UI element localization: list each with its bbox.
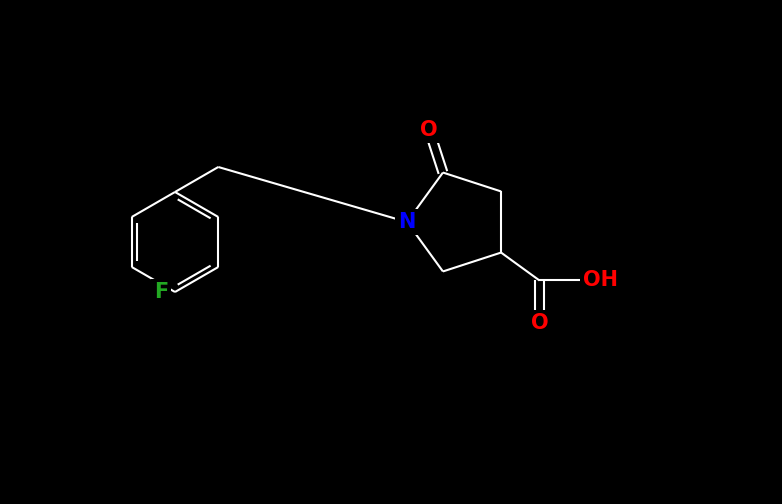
Text: F: F [154, 282, 168, 302]
Text: O: O [531, 313, 548, 333]
Text: N: N [398, 212, 416, 232]
Text: OH: OH [583, 271, 618, 290]
Text: O: O [420, 120, 438, 140]
